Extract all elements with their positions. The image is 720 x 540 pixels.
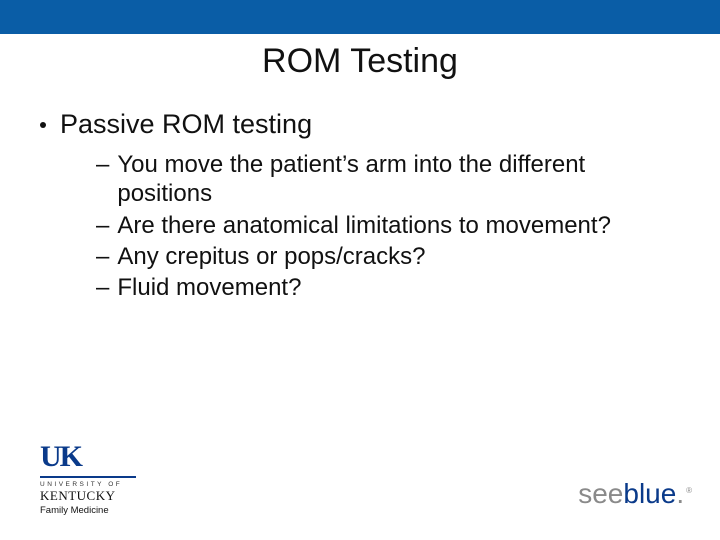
sub-bullet-text: You move the patient’s arm into the diff… [117,150,680,209]
see-blue-logo: see blue . ® [578,478,692,510]
dash-icon: – [96,242,109,271]
footer: UK UNIVERSITY OF KENTUCKY Family Medicin… [0,444,720,540]
sub-bullet-list: – You move the patient’s arm into the di… [40,150,680,302]
dash-icon: – [96,211,109,240]
registered-icon: ® [686,486,692,495]
content-area: Passive ROM testing – You move the patie… [0,81,720,302]
sub-bullet: – You move the patient’s arm into the di… [96,150,680,209]
uk-rule [40,476,136,478]
top-bar [0,0,720,34]
sub-bullet: – Fluid movement? [96,273,680,302]
uk-mark: UK [40,440,81,474]
slide: ROM Testing Passive ROM testing – You mo… [0,0,720,540]
bullet-level-1: Passive ROM testing [40,109,680,140]
see-text: see [578,478,623,510]
dash-icon: – [96,150,109,179]
dash-icon: – [96,273,109,302]
sub-bullet: – Any crepitus or pops/cracks? [96,242,680,271]
slide-title: ROM Testing [0,42,720,81]
sub-bullet-text: Are there anatomical limitations to move… [117,211,611,240]
sub-bullet-text: Fluid movement? [117,273,301,302]
bullet-text: Passive ROM testing [60,109,312,140]
uk-family-medicine: Family Medicine [40,505,160,516]
uk-kentucky: KENTUCKY [40,488,160,504]
dot-text: . [676,478,684,510]
blue-text: blue [623,478,676,510]
sub-bullet-text: Any crepitus or pops/cracks? [117,242,425,271]
uk-university-of: UNIVERSITY OF [40,481,160,488]
uk-logo: UK UNIVERSITY OF KENTUCKY Family Medicin… [40,440,160,516]
uk-logo-mark-row: UK [40,440,160,474]
sub-bullet: – Are there anatomical limitations to mo… [96,211,680,240]
bullet-dot-icon [40,122,46,128]
